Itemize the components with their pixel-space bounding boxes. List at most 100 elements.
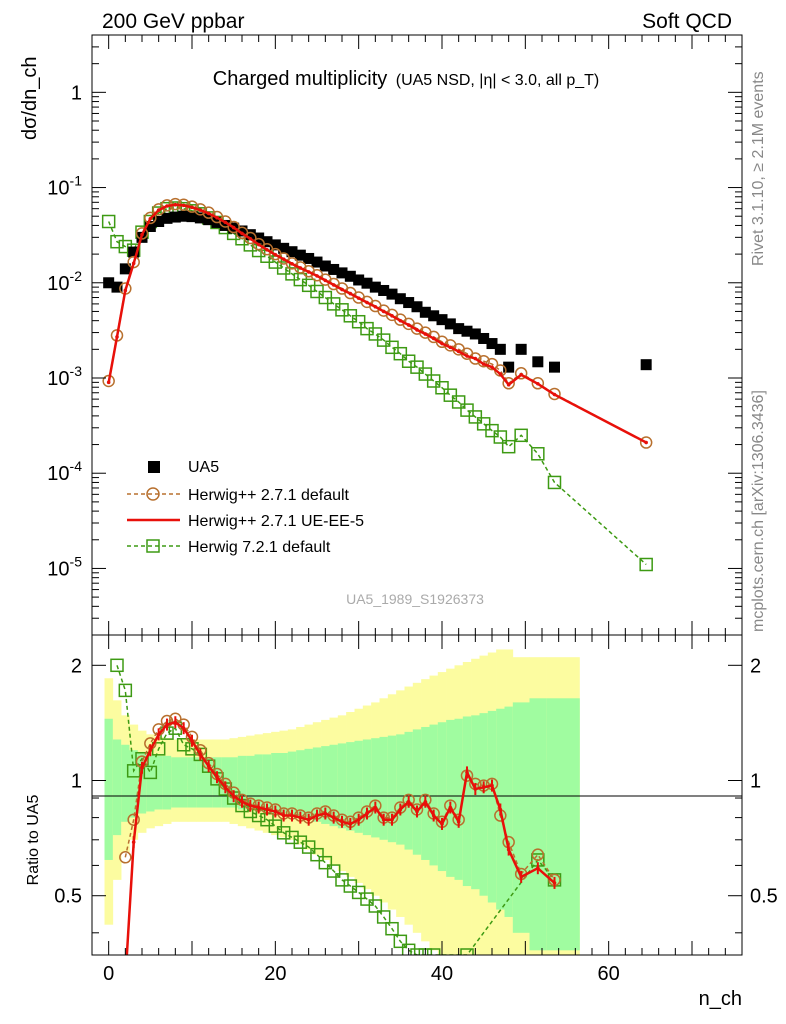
watermark-label: UA5_1989_S1926373 bbox=[346, 591, 484, 607]
main-ytick-label: 10-1 bbox=[47, 173, 82, 200]
header-left: 200 GeV ppbar bbox=[102, 10, 244, 33]
legend-label-ua5: UA5 bbox=[188, 459, 219, 476]
legend-label-herwig7: Herwig 7.2.1 default bbox=[188, 539, 331, 556]
ratio-herwigpp-ueee5-point bbox=[465, 770, 469, 775]
herwigpp-default-point bbox=[502, 377, 515, 390]
ratio-band-inner bbox=[304, 748, 314, 820]
ratio-herwig7-point bbox=[310, 847, 324, 862]
herwig7-point bbox=[118, 239, 133, 254]
herwigpp-default-point bbox=[639, 436, 653, 449]
ua5-point bbox=[453, 323, 465, 335]
ratio-herwig7-point bbox=[410, 948, 424, 955]
herwigpp-ueee5-point bbox=[123, 288, 128, 293]
ratio-herwigpp-ueee5-point bbox=[490, 783, 494, 788]
ratio-band-inner bbox=[179, 757, 189, 808]
ua5-point bbox=[236, 225, 248, 237]
herwigpp-default-point bbox=[469, 352, 482, 365]
ua5-point bbox=[494, 343, 506, 355]
herwigpp-ueee5-point bbox=[248, 236, 253, 241]
ratio-herwigpp-ueee5-line bbox=[125, 720, 556, 955]
ratio-herwigpp-ueee5-point bbox=[552, 881, 557, 885]
ratio-band-inner bbox=[354, 740, 364, 833]
legend-marker-herwig7 bbox=[146, 539, 160, 553]
herwigpp-ueee5-point bbox=[206, 211, 211, 216]
side-text-bottom: mcplots.cern.ch [arXiv:1306.3436] bbox=[750, 390, 767, 632]
ua5-point bbox=[111, 281, 123, 293]
ratio-band-inner bbox=[171, 757, 180, 808]
herwigpp-ueee5-point bbox=[198, 208, 203, 212]
herwigpp-ueee5-point bbox=[165, 204, 169, 208]
ratio-herwigpp-ueee5-point bbox=[290, 813, 294, 818]
herwigpp-ueee5-point bbox=[415, 328, 419, 332]
herwigpp-ueee5-point bbox=[448, 345, 453, 350]
ratio-band-inner bbox=[204, 757, 214, 808]
herwig7-point bbox=[410, 360, 424, 374]
ratio-series-layer bbox=[110, 658, 562, 955]
herwigpp-ueee5-point bbox=[356, 296, 361, 300]
ua5-point bbox=[303, 252, 315, 264]
ratio-herwig7-point bbox=[143, 765, 158, 780]
legend: UA5 Herwig++ 2.7.1 default Herwig++ 2.7.… bbox=[127, 459, 364, 556]
herwig7-point bbox=[351, 314, 366, 329]
main-title: Charged multiplicity (UA5 NSD, |η| < 3.0… bbox=[213, 68, 599, 90]
herwigpp-ueee5-point bbox=[240, 231, 244, 236]
subtitle-text: (UA5 NSD, |η| < 3.0, all p_T) bbox=[396, 72, 600, 89]
main-ytick-label: 1 bbox=[71, 82, 82, 104]
ratio-herwigpp-ueee5-point bbox=[456, 820, 461, 824]
ratio-herwigpp-ueee5-point bbox=[265, 807, 269, 812]
ratio-herwigpp-ueee5-point bbox=[140, 765, 144, 770]
herwigpp-ueee5-point bbox=[306, 270, 311, 274]
legend-entry-herwig7: Herwig 7.2.1 default bbox=[127, 539, 331, 556]
ua5-point bbox=[103, 277, 115, 289]
ratio-herwigpp-ueee5-point bbox=[190, 738, 194, 743]
ratio-herwigpp-ueee5-point bbox=[331, 815, 336, 820]
ratio-band-inner bbox=[312, 747, 322, 822]
ratio-ytick-label: 0.5 bbox=[54, 886, 82, 908]
herwigpp-default-point bbox=[102, 374, 115, 388]
ratio-herwigpp-ueee5-point bbox=[181, 726, 186, 730]
main-ytick-label: 10-5 bbox=[47, 553, 82, 580]
ratio-band-inner bbox=[237, 755, 247, 810]
herwigpp-ueee5-point bbox=[381, 309, 386, 314]
x-tick-label: 20 bbox=[264, 963, 286, 985]
herwigpp-ueee5-point bbox=[140, 232, 144, 237]
ratio-band-inner bbox=[437, 722, 447, 872]
herwigpp-ueee5-point bbox=[644, 440, 648, 445]
ratio-herwigpp-ueee5-point bbox=[365, 811, 369, 816]
ua5-point bbox=[128, 246, 140, 258]
x-tick-label: 0 bbox=[103, 963, 114, 985]
herwigpp-ueee5-point bbox=[298, 266, 303, 270]
herwigpp-ueee5-point bbox=[465, 354, 469, 358]
ua5-point bbox=[161, 212, 173, 224]
herwigpp-ueee5-point bbox=[173, 202, 178, 207]
ratio-band-inner bbox=[246, 755, 255, 810]
herwigpp-ueee5-point bbox=[115, 335, 119, 339]
ratio-band-inner bbox=[379, 736, 389, 840]
ratio-herwigpp-ueee5-point bbox=[281, 813, 286, 818]
ratio-band-inner bbox=[421, 726, 430, 860]
main-ytick-label: 10-2 bbox=[47, 268, 82, 295]
ratio-herwigpp-ueee5-point bbox=[448, 805, 453, 810]
herwigpp-ueee5-point bbox=[190, 205, 194, 210]
herwig7-point bbox=[531, 447, 545, 461]
ratio-herwigpp-ueee5-point bbox=[206, 764, 211, 768]
main-ytick-label: 10-3 bbox=[47, 363, 82, 390]
ua5-point bbox=[311, 256, 323, 268]
ratio-band-inner bbox=[329, 744, 339, 827]
ua5-point bbox=[178, 210, 190, 222]
herwig7-point bbox=[393, 346, 408, 361]
herwigpp-ueee5-point bbox=[281, 257, 286, 261]
ratio-herwigpp-ueee5-point bbox=[273, 809, 278, 814]
ua5-point bbox=[244, 229, 256, 241]
herwigpp-ueee5-point bbox=[398, 318, 403, 323]
ratio-herwigpp-ueee5-point bbox=[356, 817, 361, 822]
herwigpp-ueee5-point bbox=[519, 373, 523, 377]
ua5-point bbox=[419, 306, 431, 318]
ratio-band-inner bbox=[162, 755, 172, 810]
herwigpp-default-point bbox=[548, 387, 561, 401]
ratio-band-inner bbox=[296, 750, 305, 818]
ratio-plot-frame bbox=[91, 634, 743, 956]
ua5-point bbox=[119, 263, 131, 275]
side-text-top: Rivet 3.1.10, ≥ 2.1M events bbox=[750, 71, 767, 266]
ratio-band-inner bbox=[546, 698, 580, 951]
